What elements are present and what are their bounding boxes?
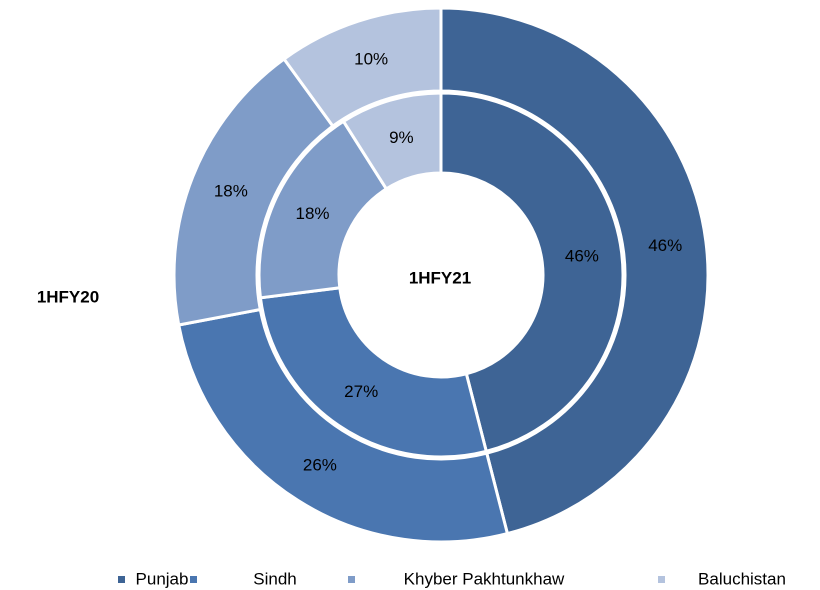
donut-segment (258, 286, 489, 459)
outer-ring-label: 1HFY20 (37, 287, 99, 306)
legend-marker (118, 576, 125, 583)
data-label: 10% (354, 50, 388, 69)
donut-segment (439, 6, 710, 536)
donut-segment (439, 91, 625, 454)
legend-label: Baluchistan (698, 569, 786, 588)
legend-label: Khyber Pakhtunkhaw (404, 569, 565, 588)
data-label: 46% (565, 247, 599, 266)
donut-segment (176, 307, 510, 544)
donut-segment (257, 119, 389, 300)
data-label: 27% (344, 382, 378, 401)
legend-marker (348, 576, 355, 583)
data-label: 26% (303, 455, 337, 474)
donut-segment (281, 6, 443, 129)
legend-marker (658, 576, 665, 583)
data-label: 9% (389, 128, 414, 147)
inner-ring-label: 1HFY21 (409, 268, 471, 287)
data-label: 18% (295, 204, 329, 223)
data-label: 46% (648, 236, 682, 255)
data-label: 18% (214, 181, 248, 200)
donut-segment (341, 91, 443, 191)
legend-label: Sindh (253, 569, 296, 588)
legend-label: Punjab (136, 569, 189, 588)
legend-marker (190, 576, 197, 583)
